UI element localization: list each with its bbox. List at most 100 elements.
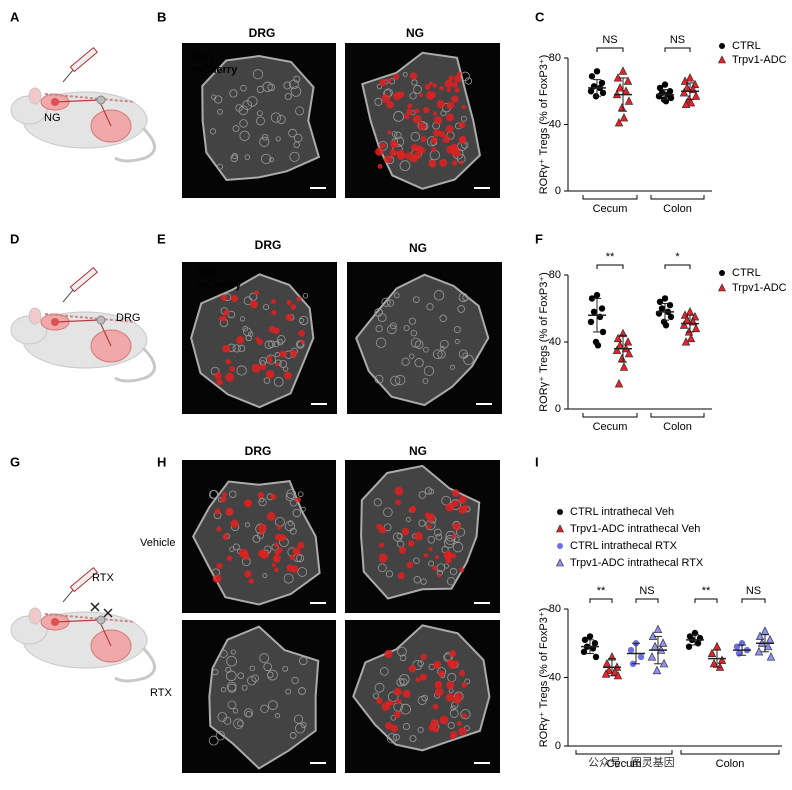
red-cell [260, 363, 267, 371]
significance-label: ** [606, 251, 615, 263]
red-cell [458, 121, 466, 129]
cell [282, 366, 289, 372]
red-cell [384, 155, 393, 164]
cell [295, 723, 306, 734]
red-cell [409, 72, 418, 80]
red-cell [387, 130, 392, 135]
cell [299, 315, 309, 326]
red-cell [248, 578, 254, 584]
cell [240, 84, 247, 92]
red-cell [433, 116, 443, 125]
data-point [599, 328, 607, 336]
red-cell [225, 358, 232, 365]
legend-label: Trpv1-ADC [732, 282, 787, 294]
red-cell [396, 151, 406, 161]
cell [299, 656, 308, 666]
legend-label: CTRL [732, 267, 761, 279]
red-cell [220, 315, 227, 322]
cell [239, 130, 250, 141]
cell [293, 714, 304, 724]
cell [427, 535, 436, 544]
cell [295, 340, 305, 349]
watermark: 公众号 · 图灵基因 [588, 756, 675, 769]
stain-label: Tuj1 [192, 51, 214, 63]
red-cell [452, 500, 459, 507]
red-cell [412, 114, 422, 124]
red-cell [430, 136, 438, 144]
red-cell [290, 304, 297, 310]
cell [381, 297, 391, 307]
cell [283, 573, 294, 584]
red-cell [449, 650, 457, 658]
data-point [685, 73, 695, 82]
cell [286, 489, 297, 499]
red-cell [401, 527, 410, 536]
cross-mark [103, 608, 113, 618]
red-cell [393, 710, 401, 719]
cell [232, 543, 240, 551]
cell [262, 573, 268, 579]
cell [284, 92, 292, 101]
cell [300, 506, 306, 512]
red-cell [458, 727, 467, 736]
cell [300, 722, 307, 728]
red-cell [439, 131, 446, 138]
red-cell [295, 497, 301, 503]
legend-label: CTRL intrathecal Veh [570, 506, 674, 518]
cell [215, 730, 226, 741]
schematic-label: NG [44, 112, 61, 124]
cell [409, 92, 417, 100]
cell [282, 665, 289, 672]
cross-mark [90, 602, 100, 612]
red-cell [395, 499, 401, 506]
red-cell [216, 526, 222, 532]
cell [410, 131, 421, 142]
data-point [662, 98, 670, 105]
data-point [766, 652, 776, 661]
cell [259, 136, 270, 147]
cell [413, 296, 420, 303]
legend-label: CTRL [732, 40, 761, 52]
red-cell [393, 73, 400, 80]
cell [436, 563, 446, 573]
red-cell [445, 557, 452, 564]
red-cell [290, 555, 295, 560]
red-cell [428, 91, 436, 99]
cell [231, 152, 238, 160]
panel-label: H [157, 454, 166, 469]
cell [423, 346, 429, 353]
cell [422, 378, 429, 384]
red-cell [286, 299, 292, 306]
red-cell [285, 313, 293, 322]
red-cell [225, 372, 235, 382]
cell [408, 317, 416, 325]
cell [256, 116, 265, 126]
data-point [588, 73, 596, 80]
red-cell [381, 94, 391, 103]
data-point [556, 558, 564, 567]
red-cell [300, 339, 305, 345]
syringe [69, 46, 98, 73]
red-cell [273, 327, 280, 334]
data-point [718, 55, 726, 64]
x-group-label: Colon [663, 421, 692, 433]
cell [400, 703, 411, 715]
cell [417, 726, 424, 733]
red-cell [428, 159, 437, 168]
cell [247, 96, 258, 107]
cell [462, 294, 469, 301]
cell [464, 678, 471, 685]
red-cell [448, 660, 458, 670]
cell [410, 337, 421, 348]
red-cell [445, 125, 454, 133]
y-axis-title: RORγ⁺ Tregs (% of FoxP3⁺) [538, 608, 550, 748]
cell [393, 111, 405, 122]
x-group-label: Cecum [593, 421, 628, 433]
cell [236, 365, 247, 376]
data-point [581, 636, 589, 644]
red-cell [407, 540, 415, 547]
red-cell [446, 87, 451, 93]
cell [426, 303, 434, 311]
x-group-label: Cecum [593, 203, 628, 215]
data-point [619, 362, 629, 371]
